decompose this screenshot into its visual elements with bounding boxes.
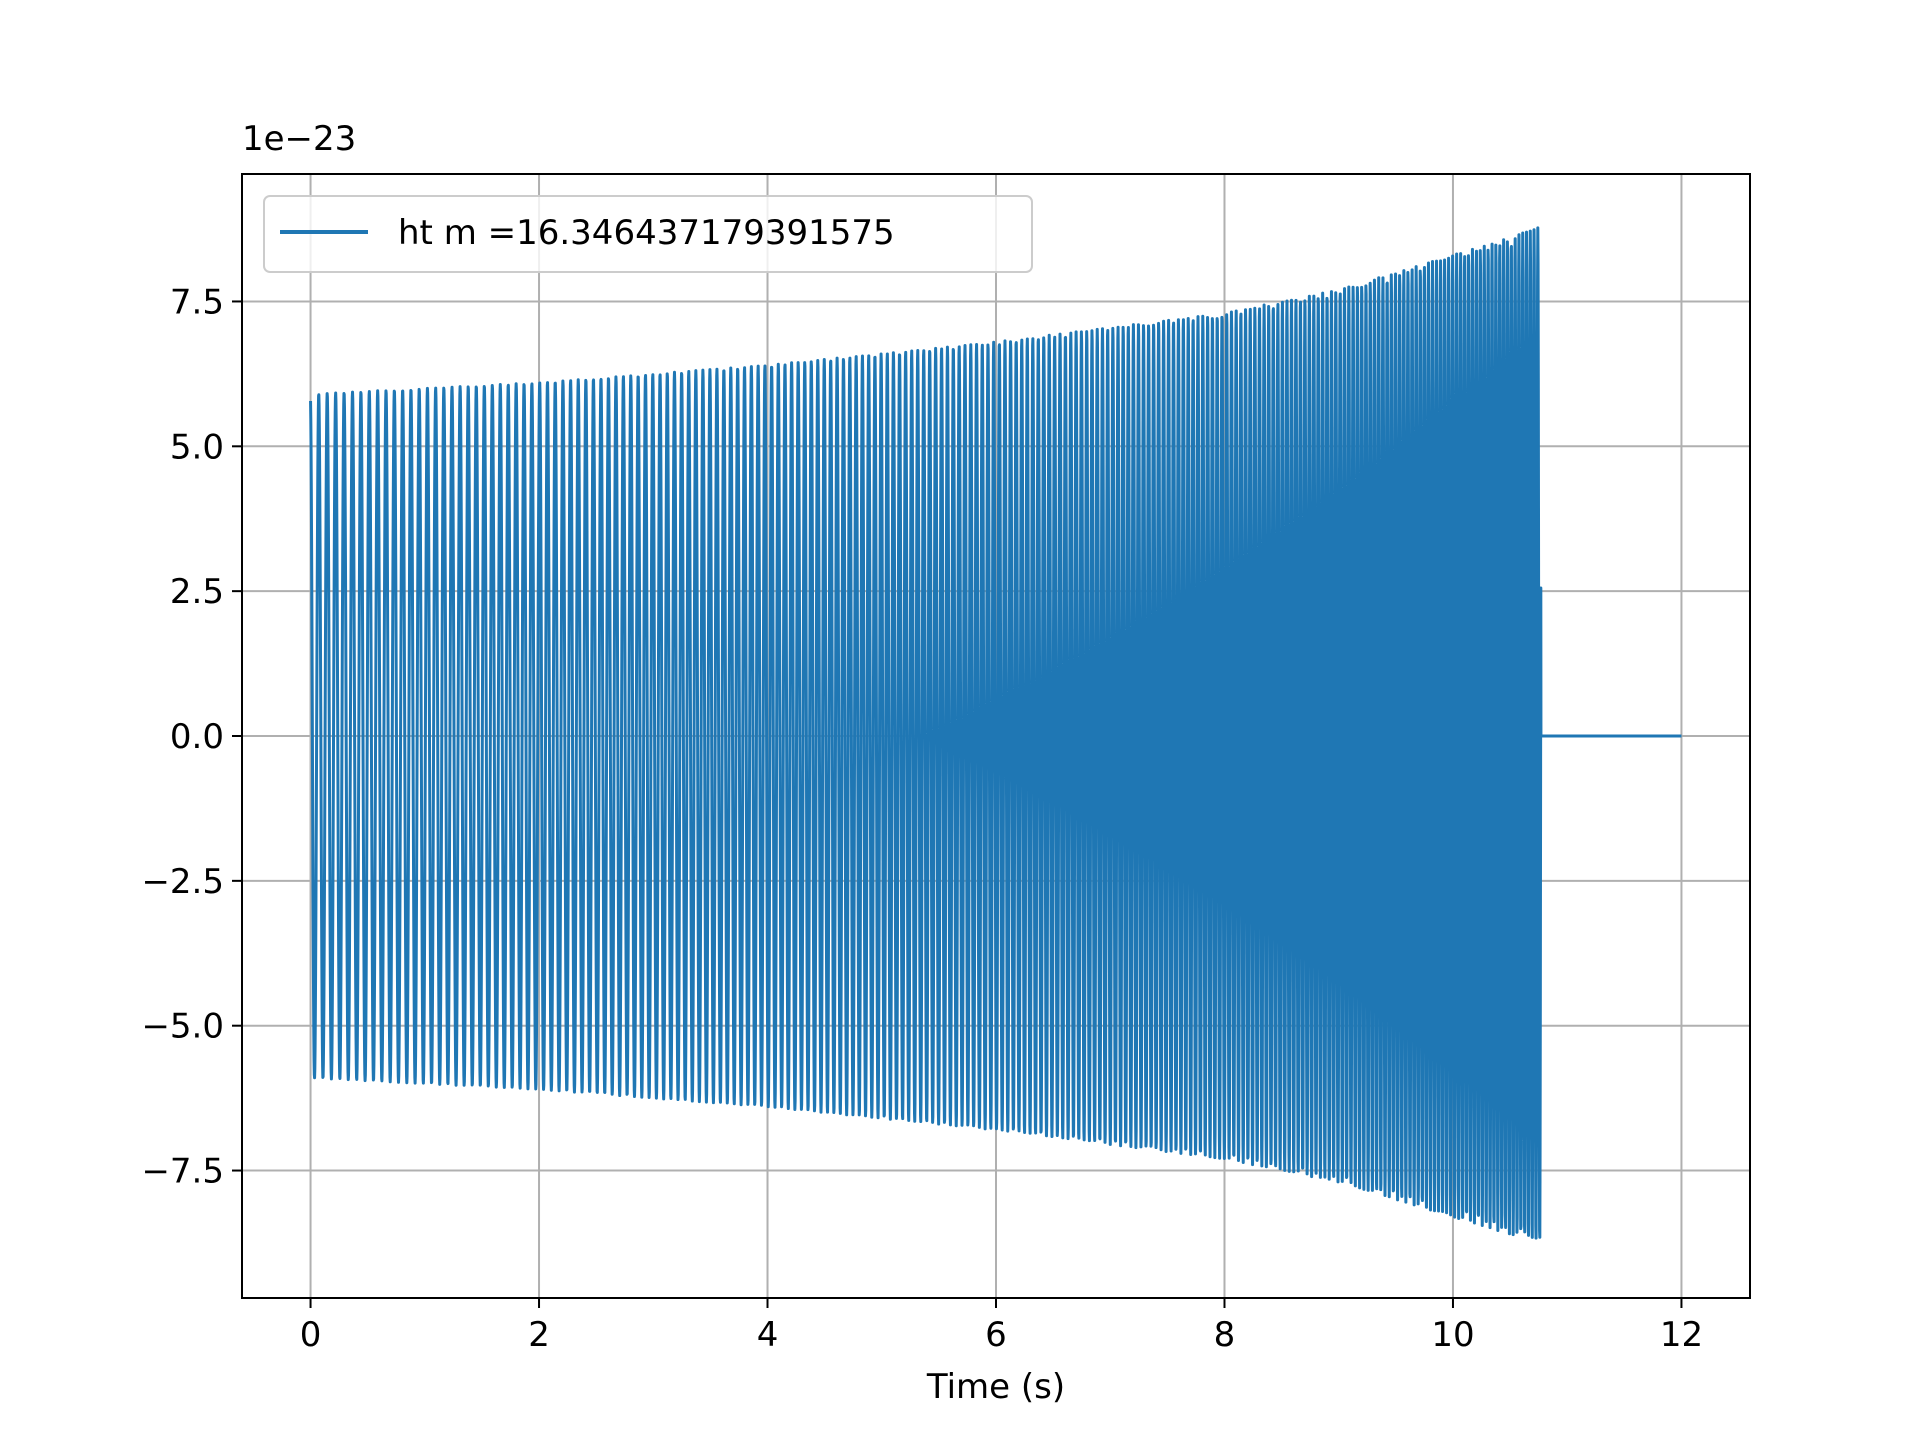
y-tick-label: −2.5 (141, 862, 224, 902)
y-axis-ticks: −7.5 −5.0 −2.5 0.0 2.5 5.0 7.5 (141, 282, 242, 1192)
y-tick-label: −7.5 (141, 1152, 224, 1192)
y-axis-offset-text: 1e−23 (242, 119, 356, 159)
x-tick-label: 10 (1431, 1315, 1474, 1355)
legend-box (263, 195, 1033, 273)
x-axis-ticks: 0 2 4 6 8 10 12 (300, 1298, 1703, 1355)
x-tick-label: 12 (1660, 1315, 1703, 1355)
x-axis-label: Time (s) (926, 1367, 1065, 1407)
series-line-ht (309, 226, 1682, 1240)
legend: ht m =16.346437179391575 (263, 195, 1033, 273)
x-tick-label: 8 (1214, 1315, 1236, 1355)
x-tick-label: 0 (300, 1315, 322, 1355)
x-tick-label: 2 (528, 1315, 550, 1355)
series-layer (309, 226, 1682, 1240)
x-tick-label: 6 (985, 1315, 1007, 1355)
y-tick-label: −5.0 (141, 1007, 224, 1047)
x-tick-label: 4 (757, 1315, 779, 1355)
y-tick-label: 7.5 (170, 282, 224, 322)
legend-label: ht m =16.346437179391575 (398, 213, 895, 253)
y-tick-label: 0.0 (170, 717, 224, 757)
y-tick-label: 2.5 (170, 572, 224, 612)
y-tick-label: 5.0 (170, 427, 224, 467)
